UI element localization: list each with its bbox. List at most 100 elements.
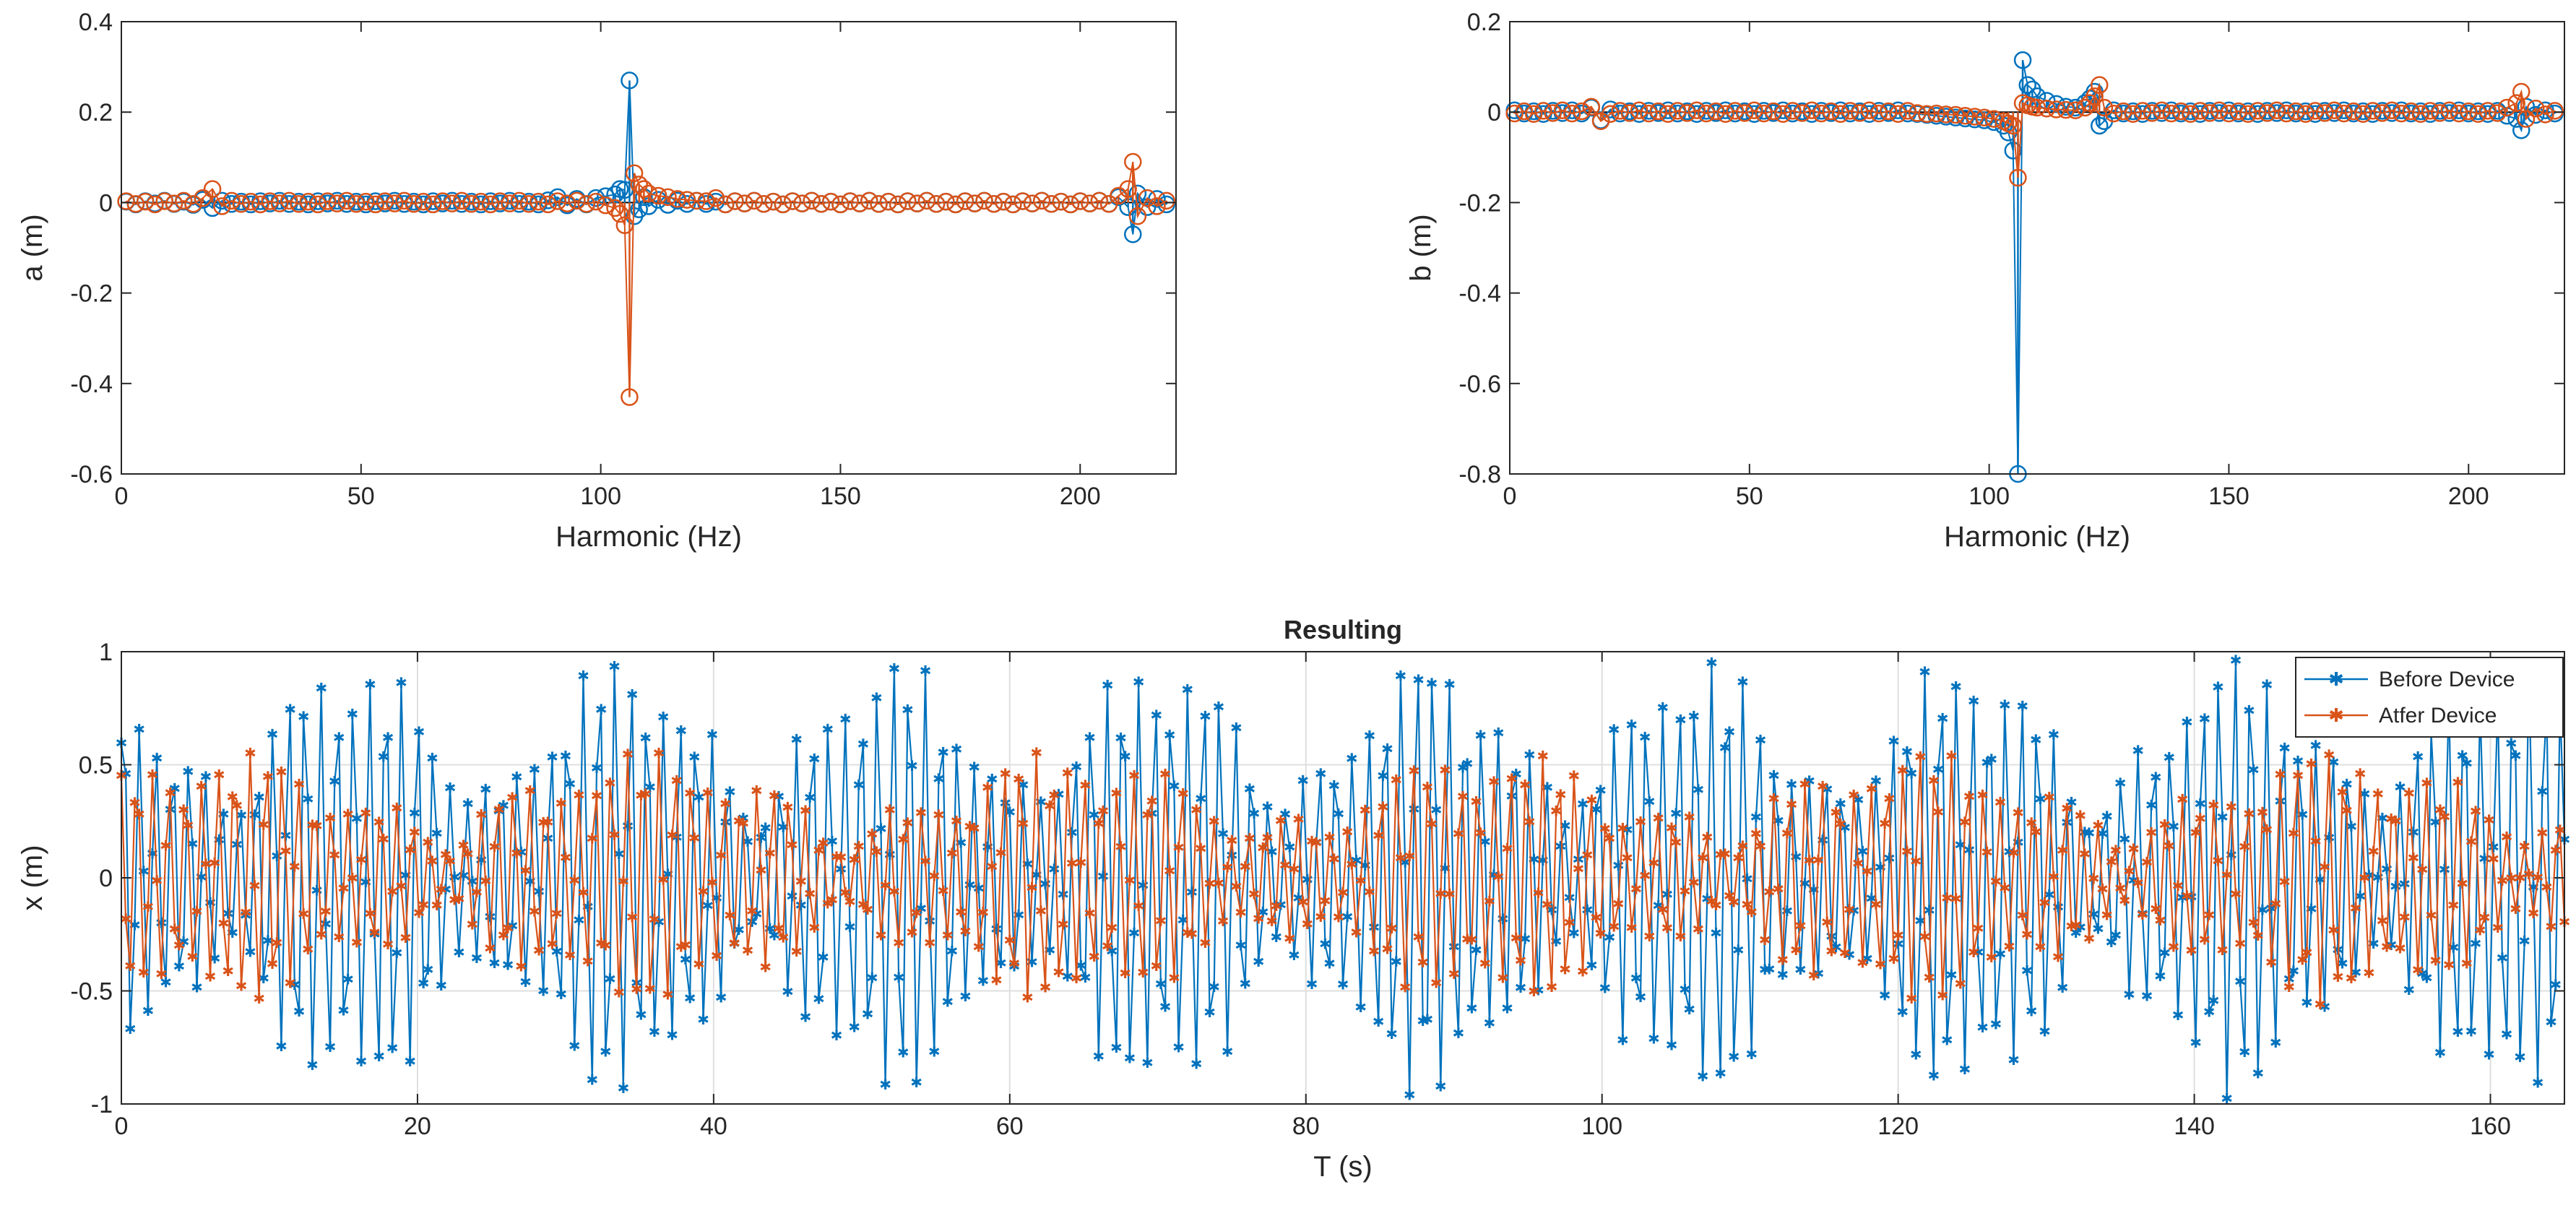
resulting-point-marker: ✱ (2261, 822, 2273, 838)
harmonic-a-stem-marker (937, 192, 955, 211)
resulting-point-marker: ✱ (2114, 881, 2127, 897)
resulting-point-marker: ✱ (315, 928, 327, 944)
resulting-point-marker: ✱ (649, 912, 661, 928)
resulting-point-marker: ✱ (2070, 926, 2082, 941)
resulting-point-marker: ✱ (133, 807, 145, 823)
resulting-point-marker: ✱ (1155, 914, 1167, 930)
resulting-point-marker: ✱ (826, 834, 838, 850)
resulting-point-marker: ✱ (2212, 680, 2224, 696)
harmonic-a-ytick-label: -0.2 (70, 280, 113, 308)
resulting-point-marker: ✱ (560, 748, 572, 764)
resulting-point-marker: ✱ (649, 1024, 661, 1040)
resulting-point-marker: ✱ (422, 835, 434, 851)
resulting-point-marker: ✱ (1870, 774, 1883, 790)
resulting-point-marker: ✱ (883, 803, 896, 819)
resulting-point-marker: ✱ (1910, 854, 1922, 870)
resulting-point-marker: ✱ (1150, 959, 1162, 975)
harmonic-b-stem-marker (2091, 116, 2109, 135)
resulting-point-marker: ✱ (550, 944, 563, 960)
harmonic-a-stem-marker (443, 194, 462, 212)
resulting-point-marker: ✱ (449, 893, 461, 909)
resulting-point-marker: ✱ (1968, 945, 1980, 961)
resulting-point-marker: ✱ (346, 871, 358, 886)
resulting-point-marker: ✱ (2439, 809, 2451, 825)
resulting-point-marker: ✱ (142, 1004, 155, 1019)
resulting-point-marker: ✱ (1297, 773, 1309, 789)
resulting-point-marker: ✱ (1590, 910, 1602, 926)
harmonic-a-stem-marker (630, 176, 648, 194)
resulting-point-marker: ✱ (2203, 907, 2216, 923)
resulting-point-marker: ✱ (564, 948, 576, 964)
resulting-point-marker: ✱ (191, 980, 203, 996)
resulting-point-marker: ✱ (1013, 907, 1025, 923)
resulting-point-marker: ✱ (506, 919, 519, 935)
resulting-point-marker: ✱ (2541, 880, 2553, 896)
resulting-point-marker: ✱ (1985, 950, 1997, 966)
resulting-point-marker: ✱ (1510, 931, 1522, 947)
harmonic-a-stem-marker (501, 194, 519, 212)
resulting-point-marker: ✱ (1230, 879, 1242, 895)
resulting-point-marker: ✱ (1106, 944, 1118, 960)
resulting-point-marker: ✱ (1474, 728, 1487, 744)
resulting-point-marker: ✱ (848, 1019, 860, 1035)
resulting-point-marker: ✱ (2083, 931, 2096, 947)
resulting-point-marker: ✱ (1875, 957, 1887, 972)
harmonic-b-stem-marker (2104, 104, 2123, 123)
resulting-point-marker: ✱ (1604, 831, 1616, 847)
harmonic-b-xtick-label: 200 (2448, 483, 2489, 510)
resulting-point-marker: ✱ (1479, 834, 1491, 850)
resulting-point-marker: ✱ (1003, 933, 1016, 949)
resulting-point-marker: ✱ (546, 937, 558, 953)
resulting-point-marker: ✱ (1573, 862, 1585, 878)
resulting-point-marker: ✱ (404, 1054, 416, 1070)
resulting-point-marker: ✱ (182, 764, 194, 780)
resulting-point-marker: ✱ (1177, 787, 1189, 803)
resulting-point-marker: ✱ (2234, 936, 2247, 952)
harmonic-b-stem-marker (1841, 102, 1859, 120)
resulting-point-marker: ✱ (2372, 787, 2384, 803)
resulting-point-marker: ✱ (2439, 863, 2451, 879)
harmonic-a-stem-marker (548, 192, 567, 210)
resulting-point-marker: ✱ (129, 795, 141, 811)
resulting-point-marker: ✱ (1421, 1012, 1433, 1028)
resulting-point-marker: ✱ (755, 863, 767, 879)
resulting-point-marker: ✱ (1239, 976, 1251, 992)
resulting-point-marker: ✱ (737, 816, 749, 832)
harmonic-b-stem-marker (2133, 102, 2152, 120)
resulting-point-marker: ✱ (1168, 779, 1180, 795)
resulting-point-marker: ✱ (613, 985, 625, 1001)
resulting-point-marker: ✱ (1608, 919, 1620, 935)
resulting-point-marker: ✱ (1088, 949, 1100, 965)
resulting-point-marker: ✱ (1284, 840, 1296, 856)
resulting-point-marker: ✱ (1332, 806, 1344, 822)
resulting-point-marker: ✱ (1586, 958, 1598, 974)
resulting-point-marker: ✱ (639, 787, 652, 803)
resulting-xtick-label: 160 (2470, 1113, 2511, 1140)
resulting-point-marker: ✱ (1110, 1040, 1123, 1056)
resulting-point-marker: ✱ (782, 984, 794, 1000)
resulting-point-marker: ✱ (1954, 976, 1966, 992)
resulting-point-marker: ✱ (1523, 814, 1536, 830)
harmonic-b-stem-marker (2325, 101, 2343, 119)
resulting-point-marker: ✱ (2274, 794, 2286, 810)
resulting-point-marker: ✱ (870, 691, 883, 707)
resulting-point-marker: ✱ (2088, 871, 2100, 887)
resulting-point-marker: ✱ (1844, 902, 1856, 918)
resulting-point-marker: ✱ (1395, 669, 1407, 685)
harmonic-b-ytick-label: -0.2 (1458, 189, 1501, 217)
resulting-point-marker: ✱ (2345, 971, 2357, 987)
resulting-point-marker: ✱ (173, 959, 186, 975)
resulting-point-marker: ✱ (804, 790, 816, 806)
resulting-point-marker: ✱ (364, 678, 376, 694)
resulting-point-marker: ✱ (1399, 855, 1412, 871)
resulting-point-marker: ✱ (426, 751, 438, 767)
resulting-point-marker: ✱ (1821, 915, 1833, 931)
resulting-point-marker: ✱ (284, 702, 296, 718)
resulting-point-marker: ✱ (800, 803, 812, 819)
resulting-point-marker: ✱ (267, 957, 279, 972)
resulting-point-marker: ✱ (751, 783, 763, 799)
resulting-point-marker: ✱ (178, 803, 190, 819)
harmonic-b-xlabel: Harmonic (Hz) (1944, 521, 2130, 553)
resulting-point-marker: ✱ (2421, 971, 2433, 987)
resulting-point-marker: ✱ (635, 1008, 647, 1024)
